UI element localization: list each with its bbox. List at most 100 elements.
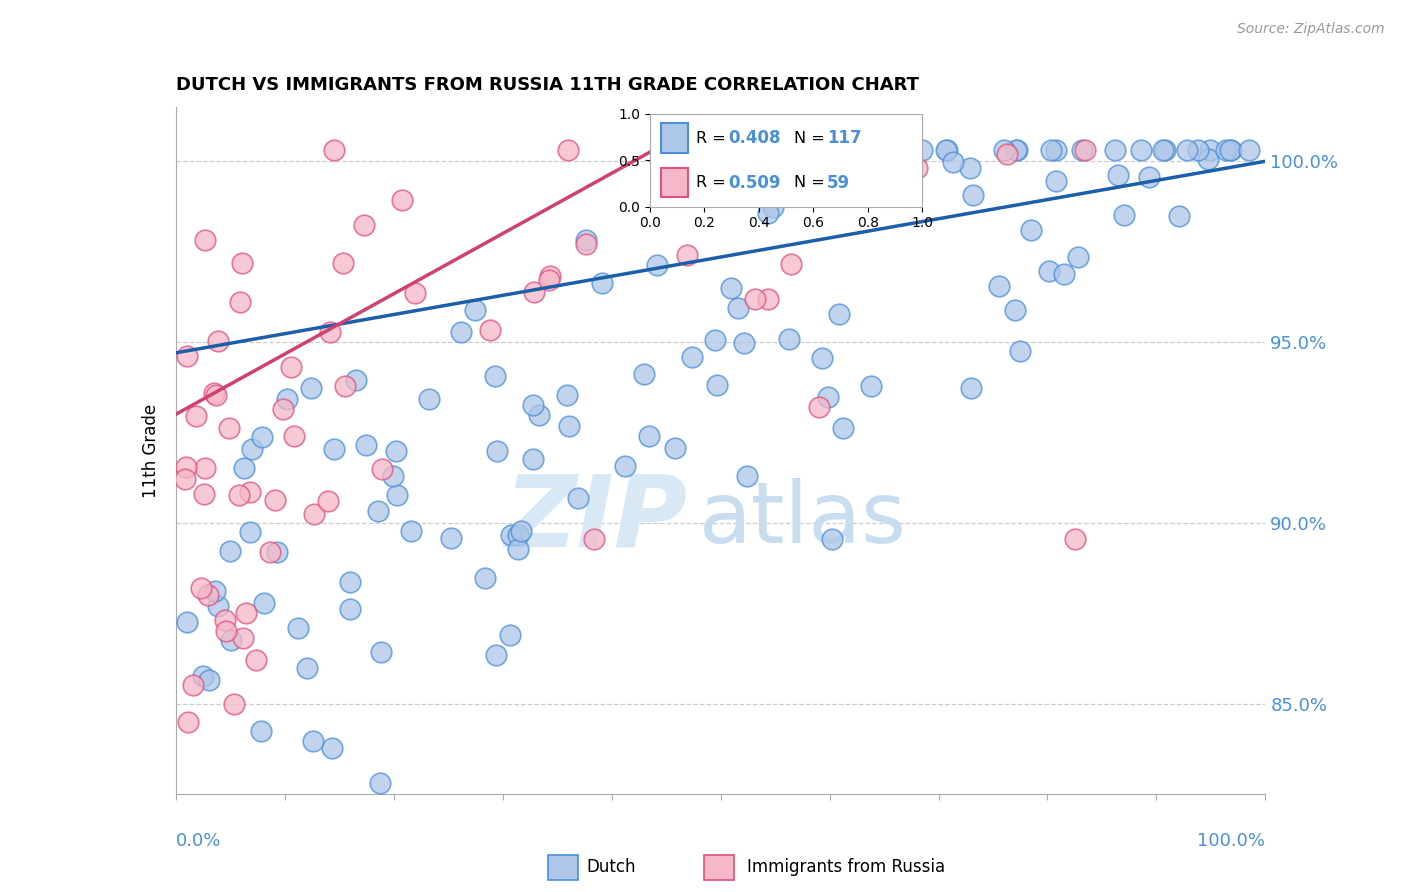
Point bbox=[391, 193, 413, 207]
Point bbox=[385, 444, 408, 458]
Point bbox=[811, 351, 834, 366]
Point bbox=[221, 633, 243, 648]
Point bbox=[1063, 532, 1085, 546]
Point bbox=[215, 624, 238, 639]
Point bbox=[817, 390, 839, 404]
Bar bbox=[704, 855, 734, 880]
Point bbox=[633, 367, 655, 381]
Point bbox=[218, 420, 240, 434]
Point bbox=[1038, 264, 1060, 278]
Point bbox=[1154, 144, 1177, 158]
Point bbox=[339, 574, 361, 589]
Point bbox=[959, 161, 981, 175]
Point bbox=[283, 429, 305, 443]
Point bbox=[995, 147, 1018, 161]
Point bbox=[259, 545, 281, 559]
Point bbox=[582, 532, 605, 546]
Point bbox=[204, 387, 226, 401]
Point bbox=[499, 627, 522, 641]
Point bbox=[176, 350, 198, 364]
Point bbox=[818, 183, 841, 197]
Point bbox=[887, 151, 910, 165]
Point bbox=[204, 584, 226, 599]
Point bbox=[450, 325, 472, 339]
Point bbox=[1237, 144, 1260, 158]
Point bbox=[295, 661, 318, 675]
Point bbox=[253, 596, 276, 610]
Point bbox=[1219, 144, 1241, 158]
Point bbox=[523, 285, 546, 300]
Point bbox=[1073, 144, 1095, 158]
Point bbox=[756, 292, 779, 306]
Point bbox=[758, 206, 780, 220]
Point bbox=[250, 430, 273, 444]
Point bbox=[1199, 144, 1222, 158]
Point bbox=[479, 323, 502, 337]
Point bbox=[302, 734, 325, 748]
Point bbox=[575, 233, 598, 247]
Point bbox=[418, 392, 440, 406]
Point bbox=[936, 144, 959, 158]
Point bbox=[910, 144, 932, 158]
Point bbox=[322, 442, 344, 456]
Point bbox=[276, 392, 298, 407]
Point bbox=[778, 332, 800, 346]
Point bbox=[231, 255, 253, 269]
Point bbox=[250, 723, 273, 738]
Point bbox=[1004, 144, 1026, 158]
Point bbox=[1067, 251, 1090, 265]
Point bbox=[647, 258, 669, 272]
Point bbox=[197, 588, 219, 602]
Point bbox=[239, 485, 262, 500]
Point bbox=[271, 402, 294, 417]
Point bbox=[207, 334, 229, 349]
Point bbox=[318, 493, 340, 508]
Point bbox=[987, 278, 1010, 293]
Bar bbox=[548, 855, 578, 880]
Point bbox=[339, 602, 361, 616]
Point bbox=[522, 452, 544, 467]
Point bbox=[820, 533, 842, 547]
Point bbox=[846, 189, 869, 203]
Point bbox=[197, 673, 219, 688]
Point bbox=[1004, 302, 1026, 317]
Point bbox=[174, 459, 197, 474]
Point bbox=[354, 438, 377, 452]
Point bbox=[1071, 144, 1094, 158]
Point bbox=[693, 171, 716, 186]
Point bbox=[174, 471, 197, 485]
Point bbox=[1114, 208, 1136, 222]
Point bbox=[538, 269, 561, 284]
Point bbox=[333, 379, 356, 393]
Point bbox=[302, 507, 325, 521]
Point bbox=[567, 491, 589, 505]
Point bbox=[1215, 144, 1237, 158]
Point bbox=[905, 161, 928, 175]
Point bbox=[344, 373, 367, 387]
Point bbox=[508, 528, 530, 542]
Point bbox=[181, 678, 204, 692]
Point bbox=[1019, 223, 1042, 237]
Point bbox=[332, 255, 354, 269]
Point bbox=[176, 615, 198, 630]
Point bbox=[614, 458, 637, 473]
Point bbox=[399, 524, 422, 538]
Text: atlas: atlas bbox=[699, 477, 907, 561]
Point bbox=[299, 380, 322, 394]
Point bbox=[1052, 267, 1074, 281]
Point bbox=[959, 381, 981, 395]
Point bbox=[529, 409, 551, 423]
Point bbox=[675, 248, 697, 262]
Point bbox=[704, 334, 727, 348]
Y-axis label: 11th Grade: 11th Grade bbox=[142, 403, 160, 498]
Point bbox=[484, 368, 506, 383]
Point bbox=[832, 421, 855, 435]
Point bbox=[464, 302, 486, 317]
Point bbox=[706, 378, 728, 392]
Point bbox=[575, 237, 598, 252]
Point bbox=[962, 188, 984, 202]
Point bbox=[1167, 209, 1189, 223]
Point bbox=[319, 325, 342, 339]
Point bbox=[194, 460, 217, 475]
Point bbox=[370, 644, 392, 658]
